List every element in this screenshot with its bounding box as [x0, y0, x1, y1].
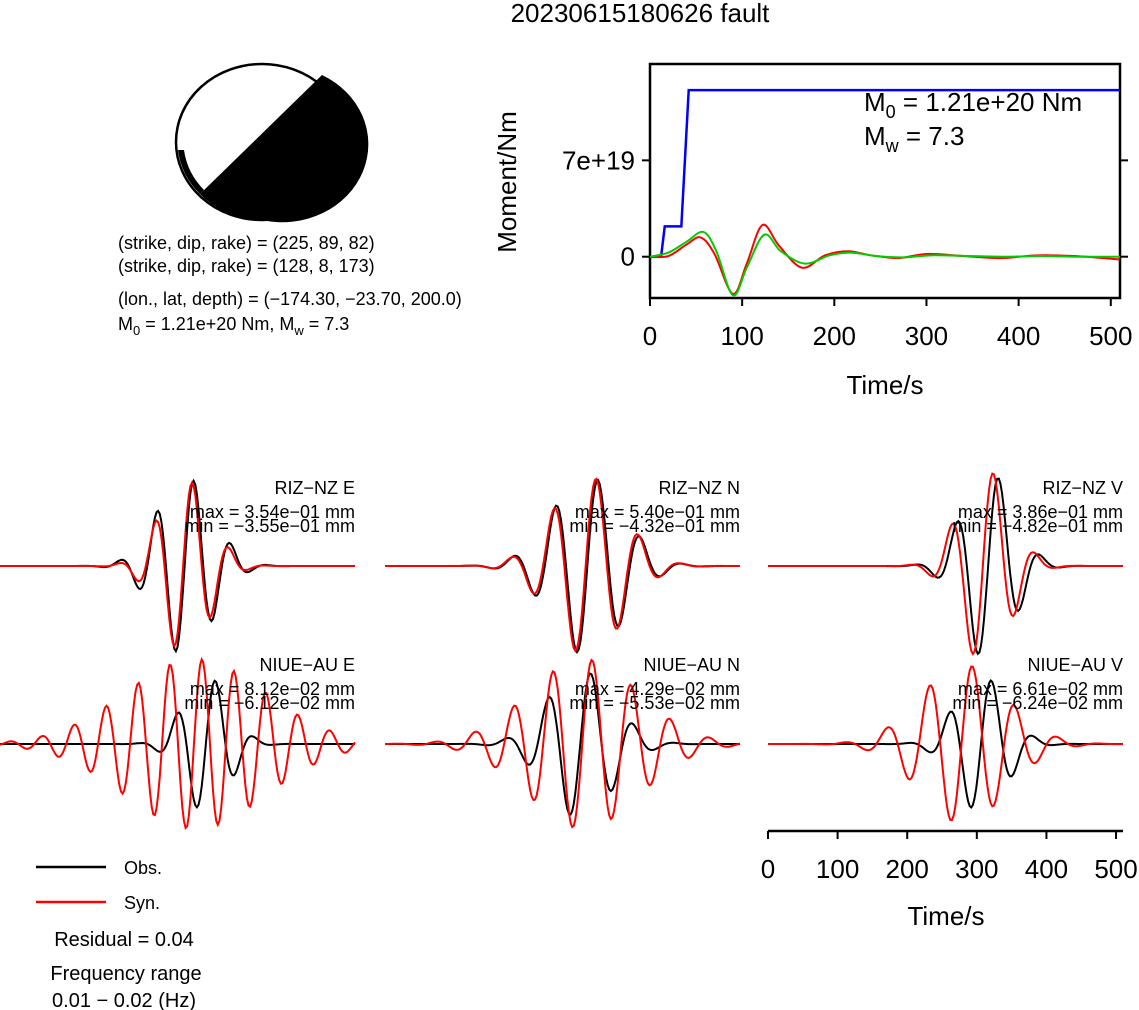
moment-ylabel: Moment/Nm	[492, 111, 522, 253]
synthetic-trace	[768, 665, 1123, 822]
moment-plot-frame	[648, 62, 1122, 300]
x-tick-label: 200	[886, 854, 929, 884]
frequency-value: 0.01 − 0.02 (Hz)	[52, 990, 196, 1010]
moment-rate-line	[649, 223, 1121, 295]
min-amplitude: min = −6.12e−02 mm	[184, 693, 355, 713]
station-label: NIUE−AU V	[1027, 655, 1123, 675]
frequency-label: Frequency range	[50, 963, 201, 985]
x-tick-label: 0	[643, 321, 657, 351]
magnitude-summary: M0 = 1.21e+20 Nm, Mw = 7.3	[118, 314, 349, 338]
nodal-plane-1: (strike, dip, rake) = (225, 89, 82)	[118, 233, 375, 253]
mechanism-info: (strike, dip, rake) = (225, 89, 82) (str…	[118, 233, 462, 338]
max-amplitude: max = 6.61e−02 mm	[958, 679, 1123, 699]
location-depth: (lon., lat, depth) = (−174.30, −23.70, 2…	[118, 289, 462, 309]
synthetic-trace	[0, 480, 355, 649]
station-label: RIZ−NZ V	[1042, 478, 1123, 498]
max-amplitude: max = 3.86e−01 mm	[958, 502, 1123, 522]
moment-mw-label: Mw = 7.3	[864, 121, 964, 156]
moment-rate-line	[649, 230, 1121, 297]
station-label: RIZ−NZ E	[274, 478, 355, 498]
waveform-time-axis: Time/s 0 100 200 300 400 500	[761, 829, 1138, 931]
moment-m0-label: M0 = 1.21e+20 Nm	[864, 87, 1082, 122]
min-amplitude: min = −4.32e−01 mm	[569, 516, 740, 536]
nodal-plane-2: (strike, dip, rake) = (128, 8, 173)	[118, 256, 375, 276]
beachball	[174, 62, 369, 223]
min-amplitude: min = −6.24e−02 mm	[952, 693, 1123, 713]
min-amplitude: min = −4.82e−01 mm	[952, 516, 1123, 536]
legend-obs-label: Obs.	[124, 858, 162, 878]
moment-xlabel: Time/s	[846, 370, 923, 400]
waveform-xlabel: Time/s	[907, 901, 984, 931]
x-tick-label: 500	[1094, 854, 1137, 884]
y-tick-label: 0	[621, 242, 635, 272]
figure-title: 20230615180626 fault	[511, 0, 771, 28]
synthetic-trace	[385, 658, 741, 829]
x-tick-label: 400	[1025, 854, 1068, 884]
compression-quadrant	[200, 75, 369, 223]
moment-function-line	[650, 88, 1120, 258]
max-amplitude: max = 5.40e−01 mm	[575, 502, 740, 522]
max-amplitude: max = 4.29e−02 mm	[575, 679, 740, 699]
x-tick-label: 200	[813, 321, 856, 351]
synthetic-trace	[768, 472, 1123, 656]
residual-label: Residual = 0.04	[54, 929, 194, 951]
synthetic-trace	[0, 656, 356, 830]
max-amplitude: max = 3.54e−01 mm	[190, 502, 355, 522]
x-tick-label: 100	[720, 321, 763, 351]
synthetic-trace	[385, 477, 740, 653]
legend: Obs. Syn. Residual = 0.04 Frequency rang…	[36, 858, 202, 1010]
legend-syn-label: Syn.	[124, 893, 160, 913]
x-tick-label: 100	[816, 854, 859, 884]
observed-trace	[0, 679, 355, 810]
min-amplitude: min = −3.55e−01 mm	[184, 516, 355, 536]
y-tick-label: 7e+19	[562, 145, 635, 175]
moment-axes: 0 100 200 300 400 500 0 7e+19	[562, 145, 1133, 351]
x-tick-label: 400	[997, 321, 1040, 351]
compression-sliver	[178, 150, 204, 194]
x-tick-label: 300	[905, 321, 948, 351]
station-label: RIZ−NZ N	[658, 478, 740, 498]
x-tick-label: 300	[955, 854, 998, 884]
min-amplitude: min = −5.53e−02 mm	[569, 693, 740, 713]
station-label: NIUE−AU E	[259, 655, 355, 675]
moment-series	[649, 88, 1121, 297]
station-label: NIUE−AU N	[643, 655, 740, 675]
x-tick-label: 500	[1089, 321, 1132, 351]
max-amplitude: max = 8.12e−02 mm	[190, 679, 355, 699]
x-tick-label: 0	[761, 854, 775, 884]
